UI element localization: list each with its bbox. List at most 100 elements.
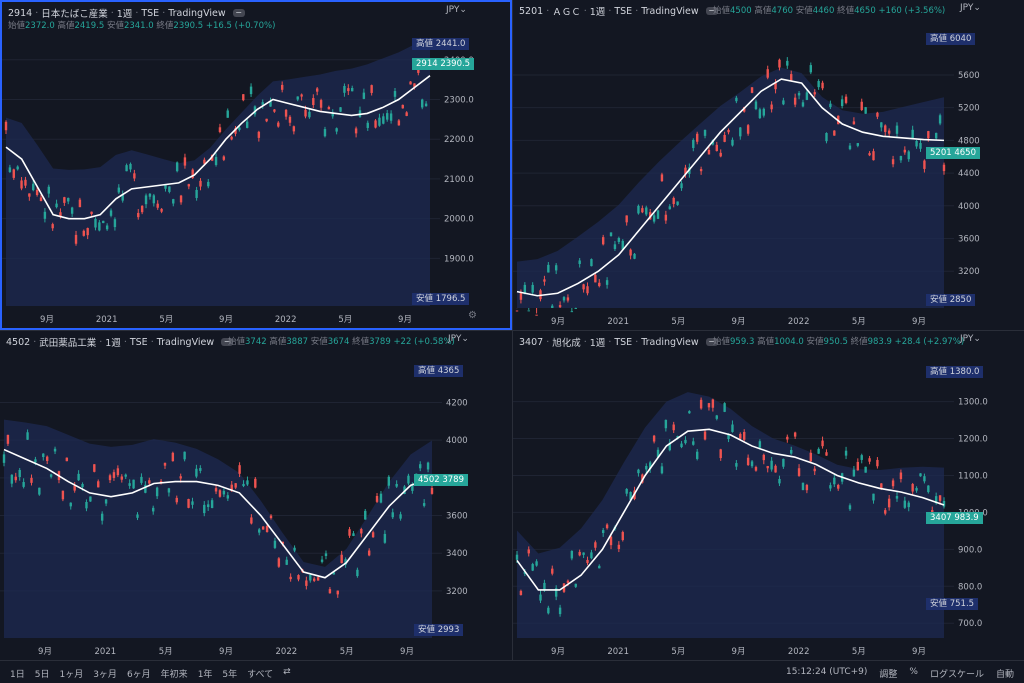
symbol-legend[interactable]: 3407 · 旭化成 · 1週 · TSE · TradingView − (519, 335, 718, 349)
percent-scale-button[interactable]: % (909, 667, 918, 677)
x-axis-tick-label: 9月 (398, 315, 412, 325)
adjust-button[interactable]: 調整 (879, 670, 898, 680)
settings-gear-icon[interactable]: ⚙ (468, 310, 477, 321)
currency-dropdown[interactable]: JPY⌄ (446, 5, 467, 15)
chart-pane-3407[interactable]: 1300.01200.01100.01000.0900.0800.0700.09… (513, 331, 1024, 660)
candle (558, 301, 562, 308)
currency-label[interactable]: JPY (960, 3, 974, 13)
symbol-code[interactable]: 3407 (519, 336, 544, 348)
currency-dropdown[interactable]: JPY⌄ (960, 334, 981, 344)
chart-pane-5201[interactable]: 5600 5200 4800 4400 4000 3600 3200 9月 2021 5月 9月 20… (513, 0, 1024, 330)
candle (790, 446, 793, 455)
interval-label[interactable]: 1週 (105, 338, 121, 349)
candle (6, 434, 10, 446)
interval-label[interactable]: 1週 (589, 7, 606, 18)
company-name[interactable]: 旭化成 (552, 338, 581, 349)
candle (312, 94, 315, 109)
candle (750, 87, 754, 94)
candle (121, 190, 124, 203)
legend-separator: · (583, 336, 587, 348)
candle (352, 530, 355, 537)
candle (817, 79, 820, 90)
symbol-code[interactable]: 2914 (8, 7, 33, 19)
symbol-legend[interactable]: 5201 · ＡＧＣ · 1週 · TSE · TradingView − (519, 4, 718, 18)
range-button-2[interactable]: 1ヶ月 (59, 670, 84, 680)
range-button-5[interactable]: 年初来 (160, 670, 188, 680)
candle (656, 209, 660, 220)
candle (527, 546, 530, 557)
interval-label[interactable]: 1週 (589, 338, 606, 349)
y-axis-tick-label: 3400 (446, 549, 468, 559)
interval-label[interactable]: 1週 (116, 9, 133, 20)
candle (12, 168, 15, 180)
ohlc-label: 始値 (8, 21, 26, 31)
candle (727, 128, 730, 135)
range-button-1[interactable]: 5日 (34, 670, 50, 680)
collapse-legend-button[interactable]: − (221, 338, 234, 346)
candle (543, 275, 546, 286)
date-range-icon[interactable]: ⇄ (283, 667, 291, 677)
company-name[interactable]: 武田薬品工業 (39, 338, 97, 349)
range-button-4[interactable]: 6ヶ月 (126, 670, 151, 680)
range-button-8[interactable]: すべて (247, 670, 274, 680)
company-name[interactable]: ＡＧＣ (552, 7, 581, 18)
candle (617, 541, 621, 553)
currency-label[interactable]: JPY (448, 334, 462, 344)
symbol-code[interactable]: 4502 (6, 336, 31, 348)
exchange-label: TSE (141, 7, 160, 19)
candle (245, 118, 249, 129)
candle (16, 165, 19, 171)
chart-pane-2914[interactable]: 2400.02300.02200.02100.02000.01900.09月20… (0, 0, 512, 330)
clock-readout[interactable]: 15:12:24 (UTC+9) (785, 667, 868, 677)
symbol-legend[interactable]: 2914 · 日本たばこ産業 · 1週 · TSE · TradingView − (8, 6, 245, 20)
candle (746, 123, 750, 136)
currency-label[interactable]: JPY (960, 334, 974, 344)
auto-scale-button[interactable]: 自動 (995, 670, 1014, 680)
candle (183, 153, 187, 169)
y-axis-tick-label: 800.0 (958, 582, 982, 592)
candle (680, 440, 683, 449)
symbol-code[interactable]: 5201 (519, 5, 544, 17)
candle (261, 99, 264, 109)
collapse-legend-button[interactable]: − (705, 338, 718, 346)
chart-canvas[interactable]: 4200400038003600340032009月20215月9月20225月… (0, 331, 512, 660)
candle (641, 473, 644, 484)
currency-dropdown[interactable]: JPY⌄ (960, 3, 981, 13)
y-axis-tick-label: 1900.0 (444, 254, 474, 264)
range-button-6[interactable]: 1年 (197, 670, 213, 680)
candle (582, 552, 585, 559)
candle (598, 279, 601, 288)
horizontal-divider[interactable] (0, 330, 1024, 331)
candle (175, 161, 179, 173)
company-name[interactable]: 日本たばこ産業 (41, 9, 108, 20)
candle (833, 474, 836, 488)
chart-pane-4502[interactable]: 4200400038003600340032009月20215月9月20225月… (0, 331, 512, 660)
candle (10, 474, 14, 488)
symbol-legend[interactable]: 4502 · 武田薬品工業 · 1週 · TSE · TradingView − (6, 335, 234, 349)
candle (927, 485, 930, 494)
candle (112, 469, 116, 481)
ohlc-label: 始値 (713, 337, 731, 347)
candle (315, 87, 319, 96)
range-button-0[interactable]: 1日 (10, 670, 25, 680)
chart-canvas[interactable]: 5600 5200 4800 4400 4000 3600 3200 9月 2021 5月 9月 20… (513, 0, 1024, 330)
chart-canvas[interactable]: 2400.02300.02200.02100.02000.01900.09月20… (2, 2, 510, 328)
candle (168, 186, 171, 194)
range-button-7[interactable]: 5年 (222, 670, 238, 680)
log-scale-button[interactable]: ログスケール (929, 670, 984, 680)
currency-dropdown[interactable]: JPY⌄ (448, 334, 469, 344)
candle (214, 484, 218, 495)
x-axis-tick-label: 9月 (912, 317, 926, 327)
candle (876, 457, 879, 469)
ohlc-value: 3742 (245, 337, 267, 347)
collapse-legend-button[interactable]: − (705, 7, 718, 15)
collapse-legend-button[interactable]: − (232, 9, 245, 17)
candle (515, 308, 519, 312)
chart-canvas[interactable]: 1300.01200.01100.01000.0900.0800.0700.09… (513, 331, 1024, 660)
candle (218, 489, 222, 498)
range-button-3[interactable]: 3ヶ月 (93, 670, 117, 680)
ohlc-readout: 始値3742 高値3887 安値3674 終値3789 +22 (+0.58%) (228, 335, 455, 347)
candle (813, 466, 816, 476)
currency-label[interactable]: JPY (446, 5, 460, 15)
candle (876, 111, 879, 120)
